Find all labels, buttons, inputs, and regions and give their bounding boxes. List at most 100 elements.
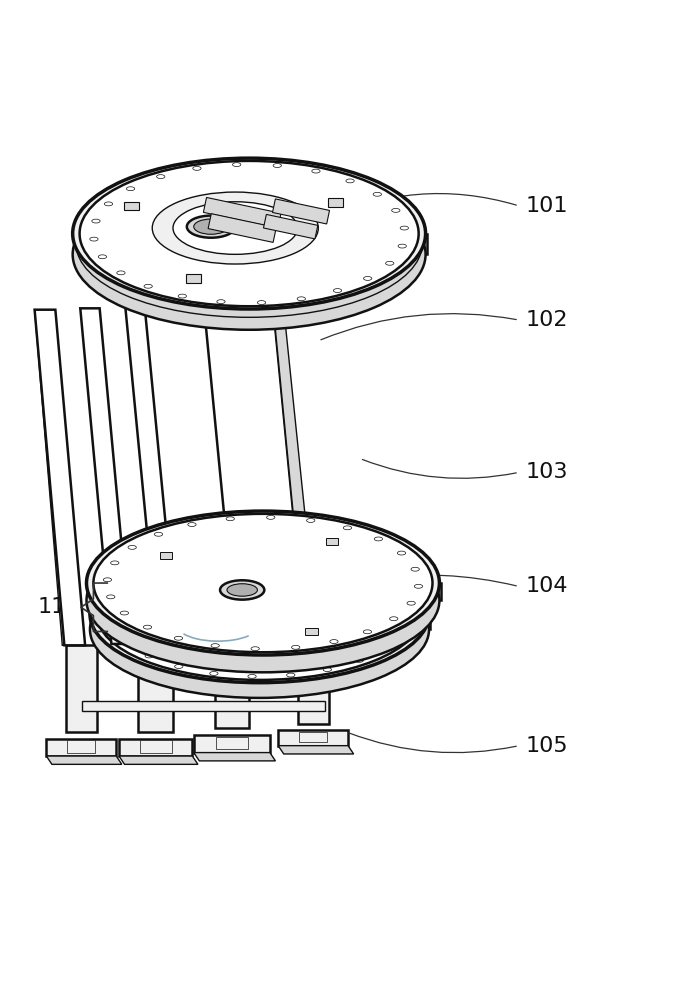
Polygon shape [46, 739, 116, 756]
Polygon shape [67, 740, 95, 753]
Ellipse shape [211, 644, 219, 648]
Polygon shape [194, 753, 275, 761]
Ellipse shape [90, 561, 429, 698]
Polygon shape [138, 645, 173, 732]
Text: 101: 101 [526, 196, 568, 216]
Text: 11: 11 [38, 597, 66, 617]
Polygon shape [124, 202, 139, 210]
Ellipse shape [120, 611, 129, 615]
Ellipse shape [173, 202, 298, 254]
Ellipse shape [381, 646, 389, 650]
Ellipse shape [307, 519, 315, 522]
Ellipse shape [301, 553, 309, 557]
Ellipse shape [323, 668, 331, 672]
Ellipse shape [226, 517, 235, 521]
Ellipse shape [365, 570, 374, 574]
Text: 102: 102 [526, 310, 568, 330]
Polygon shape [125, 306, 177, 643]
Text: 104: 104 [526, 576, 568, 596]
Ellipse shape [92, 219, 100, 223]
Ellipse shape [400, 226, 408, 230]
Polygon shape [216, 737, 248, 749]
Ellipse shape [130, 578, 138, 582]
Ellipse shape [390, 617, 398, 621]
Ellipse shape [404, 615, 412, 619]
Polygon shape [215, 645, 249, 728]
Polygon shape [119, 756, 198, 764]
Ellipse shape [178, 294, 186, 298]
Ellipse shape [363, 277, 372, 280]
Ellipse shape [111, 561, 119, 565]
Text: 103: 103 [526, 462, 568, 482]
Polygon shape [273, 308, 318, 644]
Polygon shape [278, 746, 354, 754]
Ellipse shape [128, 545, 136, 549]
Polygon shape [93, 614, 430, 629]
Ellipse shape [374, 537, 383, 541]
Ellipse shape [123, 641, 131, 645]
Ellipse shape [411, 567, 419, 571]
Polygon shape [82, 701, 325, 711]
Ellipse shape [297, 297, 305, 301]
Ellipse shape [224, 551, 233, 555]
Ellipse shape [388, 584, 396, 588]
Ellipse shape [257, 301, 266, 304]
Ellipse shape [248, 674, 256, 678]
Ellipse shape [233, 163, 241, 167]
Ellipse shape [210, 672, 218, 675]
Polygon shape [160, 552, 172, 559]
Ellipse shape [407, 601, 415, 605]
Polygon shape [273, 199, 329, 224]
Polygon shape [186, 274, 201, 283]
Ellipse shape [398, 244, 406, 248]
Polygon shape [90, 583, 441, 600]
Polygon shape [159, 542, 197, 552]
Polygon shape [46, 756, 122, 764]
Ellipse shape [80, 161, 419, 306]
Polygon shape [328, 198, 343, 207]
Ellipse shape [273, 164, 282, 167]
Ellipse shape [113, 593, 122, 597]
Polygon shape [299, 732, 327, 742]
Polygon shape [119, 739, 192, 756]
Ellipse shape [336, 560, 345, 564]
Ellipse shape [97, 548, 422, 680]
Ellipse shape [154, 532, 163, 536]
Ellipse shape [143, 625, 152, 629]
Ellipse shape [194, 219, 228, 234]
Ellipse shape [110, 625, 118, 629]
Ellipse shape [104, 202, 113, 206]
Ellipse shape [156, 566, 164, 570]
Polygon shape [326, 538, 338, 545]
Ellipse shape [188, 523, 196, 526]
Ellipse shape [330, 640, 338, 643]
Ellipse shape [187, 216, 235, 238]
Ellipse shape [156, 175, 165, 179]
Ellipse shape [385, 261, 394, 265]
Ellipse shape [145, 654, 154, 658]
Ellipse shape [334, 289, 342, 292]
Ellipse shape [107, 609, 115, 613]
Ellipse shape [373, 192, 381, 196]
Ellipse shape [363, 630, 372, 634]
Ellipse shape [286, 673, 295, 677]
Polygon shape [35, 310, 85, 645]
Ellipse shape [117, 271, 125, 275]
Ellipse shape [174, 665, 183, 668]
Ellipse shape [312, 169, 320, 173]
Ellipse shape [107, 595, 115, 599]
Ellipse shape [355, 658, 363, 662]
Ellipse shape [73, 158, 426, 309]
Ellipse shape [227, 584, 257, 596]
Ellipse shape [73, 179, 426, 330]
Ellipse shape [90, 237, 98, 241]
Polygon shape [66, 645, 97, 732]
Polygon shape [204, 308, 306, 644]
Polygon shape [76, 234, 427, 254]
Text: 105: 105 [526, 736, 569, 756]
Ellipse shape [174, 636, 183, 640]
Ellipse shape [93, 514, 432, 652]
Ellipse shape [392, 208, 400, 212]
Ellipse shape [346, 179, 354, 183]
Ellipse shape [152, 192, 318, 264]
